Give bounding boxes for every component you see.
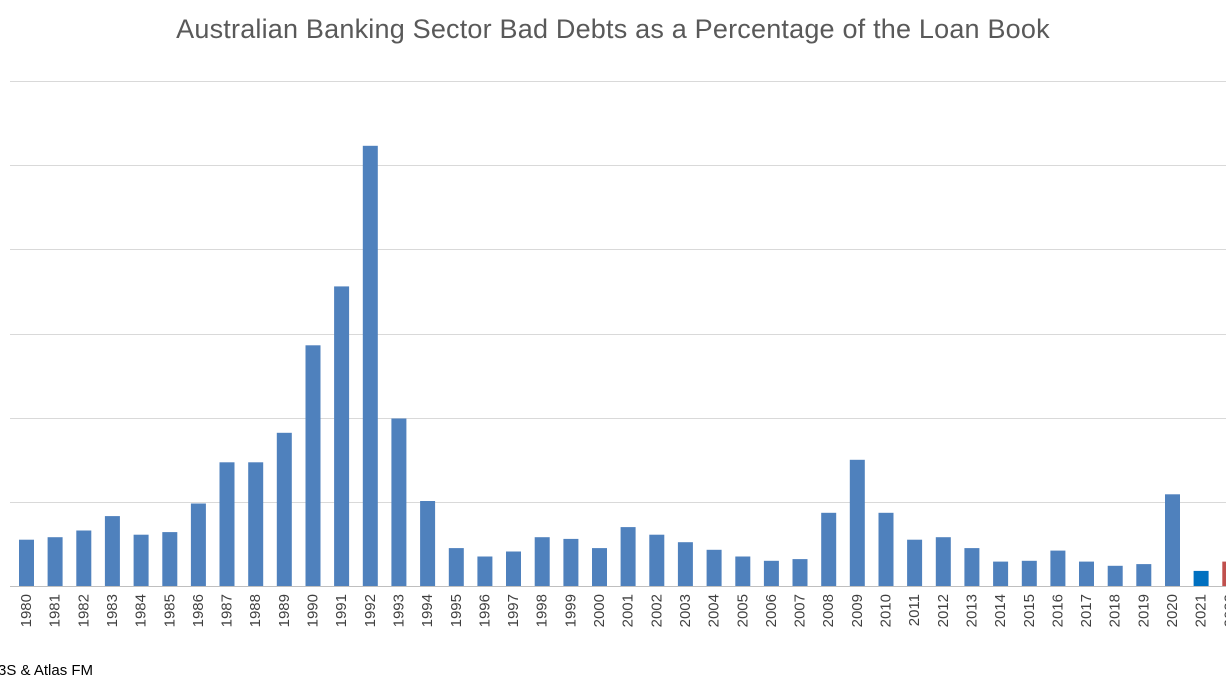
bar-2017 [1079, 561, 1094, 586]
x-tick-label: 1989 [276, 594, 293, 627]
bar-1999 [563, 538, 579, 586]
bar-2016 [1050, 550, 1066, 586]
bar-1993 [391, 418, 407, 586]
x-tick-label: 1987 [219, 594, 236, 627]
x-tick-label: 2016 [1049, 594, 1066, 627]
bar-2019 [1136, 564, 1152, 586]
bar-1987 [219, 462, 235, 586]
bar-1996 [477, 556, 493, 586]
bar-1988 [248, 462, 264, 586]
x-tick-label: 2011 [906, 594, 923, 626]
x-tick-label: 2012 [935, 594, 952, 627]
bar-1983 [104, 516, 120, 586]
x-tick-label: 2001 [620, 594, 637, 627]
x-tick-label: 2010 [878, 594, 895, 627]
x-tick-label: 1984 [133, 594, 150, 627]
x-tick-label: 1996 [476, 594, 493, 627]
x-tick-label: 2014 [992, 594, 1009, 627]
x-tick-label: 1995 [448, 594, 465, 627]
bar-2015 [1021, 560, 1037, 587]
bar-2022 [1222, 561, 1226, 586]
x-tick-label: 2015 [1021, 594, 1038, 627]
bar-1992 [362, 145, 378, 587]
source-note: 3S & Atlas FM [0, 662, 94, 679]
x-tick-label: 1990 [305, 594, 322, 627]
x-tick-label: 2008 [820, 594, 837, 627]
bar-2020 [1165, 494, 1180, 586]
x-tick-label: 2003 [677, 594, 694, 627]
bar-2001 [620, 527, 636, 586]
bar-2018 [1107, 565, 1123, 586]
x-tick-label: 2007 [792, 594, 809, 627]
x-tick-label: 1993 [390, 594, 407, 627]
bar-2008 [821, 512, 837, 586]
x-tick-label: 2009 [849, 594, 866, 627]
x-tick-label: 1981 [47, 594, 64, 627]
bar-1985 [162, 532, 178, 586]
bar-1990 [305, 345, 321, 586]
x-tick-label: 1986 [190, 594, 207, 627]
x-tick-label: 2013 [963, 594, 980, 627]
bar-2005 [735, 556, 751, 586]
x-tick-label: 1999 [562, 594, 579, 627]
x-tick-label: 1998 [534, 594, 551, 627]
bar-2010 [878, 512, 894, 586]
gridlines [10, 81, 1226, 503]
bar-2000 [592, 548, 607, 586]
bar-1998 [534, 537, 550, 586]
bar-1989 [276, 432, 292, 586]
bar-1997 [506, 551, 521, 586]
x-tick-label: 2004 [706, 594, 723, 627]
bar-1982 [76, 530, 92, 586]
x-tick-label: 2021 [1193, 594, 1210, 627]
bar-1984 [133, 534, 149, 586]
bar-1981 [47, 537, 63, 586]
bar-2014 [993, 561, 1009, 586]
chart-title: Australian Banking Sector Bad Debts as a… [176, 14, 1050, 44]
bar-2013 [964, 548, 980, 586]
x-tick-label: 2019 [1135, 594, 1152, 627]
bar-2012 [935, 537, 951, 586]
bar-2007 [792, 559, 808, 586]
bar-2011 [907, 539, 923, 586]
x-tick-label: 2002 [648, 594, 665, 627]
x-tick-label: 1994 [419, 594, 436, 627]
x-tick-label: 1983 [104, 594, 121, 627]
x-tick-label: 1992 [362, 594, 379, 627]
bar-1991 [334, 286, 350, 586]
bar-1980 [19, 539, 34, 586]
bar-2006 [763, 560, 779, 587]
x-tick-label: 1988 [247, 594, 264, 627]
x-tick-label: 2017 [1078, 594, 1095, 627]
x-tick-label: 2006 [763, 594, 780, 627]
bars [19, 145, 1226, 587]
bar-1986 [190, 503, 206, 586]
x-tick-label: 1985 [161, 594, 178, 627]
x-tick-label: 1991 [333, 594, 350, 627]
bar-2021 [1193, 570, 1209, 586]
bar-2009 [849, 459, 865, 587]
x-tick-labels: 1980 1981 1982 1983 1984 1985 1986 1987 1988 1989… [18, 594, 1226, 627]
bar-2004 [706, 549, 722, 586]
x-tick-label: 1982 [75, 594, 92, 627]
x-tick-label: 2018 [1107, 594, 1124, 627]
x-tick-label: 1997 [505, 594, 522, 627]
bar-1994 [420, 501, 436, 586]
x-tick-label: 2005 [734, 594, 751, 627]
bar-2002 [649, 534, 665, 586]
bar-1995 [448, 548, 464, 586]
x-tick-label: 2022 [1221, 594, 1226, 627]
x-tick-label: 1980 [18, 594, 35, 627]
x-tick-label: 2000 [591, 594, 608, 627]
bar-2003 [677, 542, 693, 586]
x-tick-label: 2020 [1164, 594, 1181, 627]
